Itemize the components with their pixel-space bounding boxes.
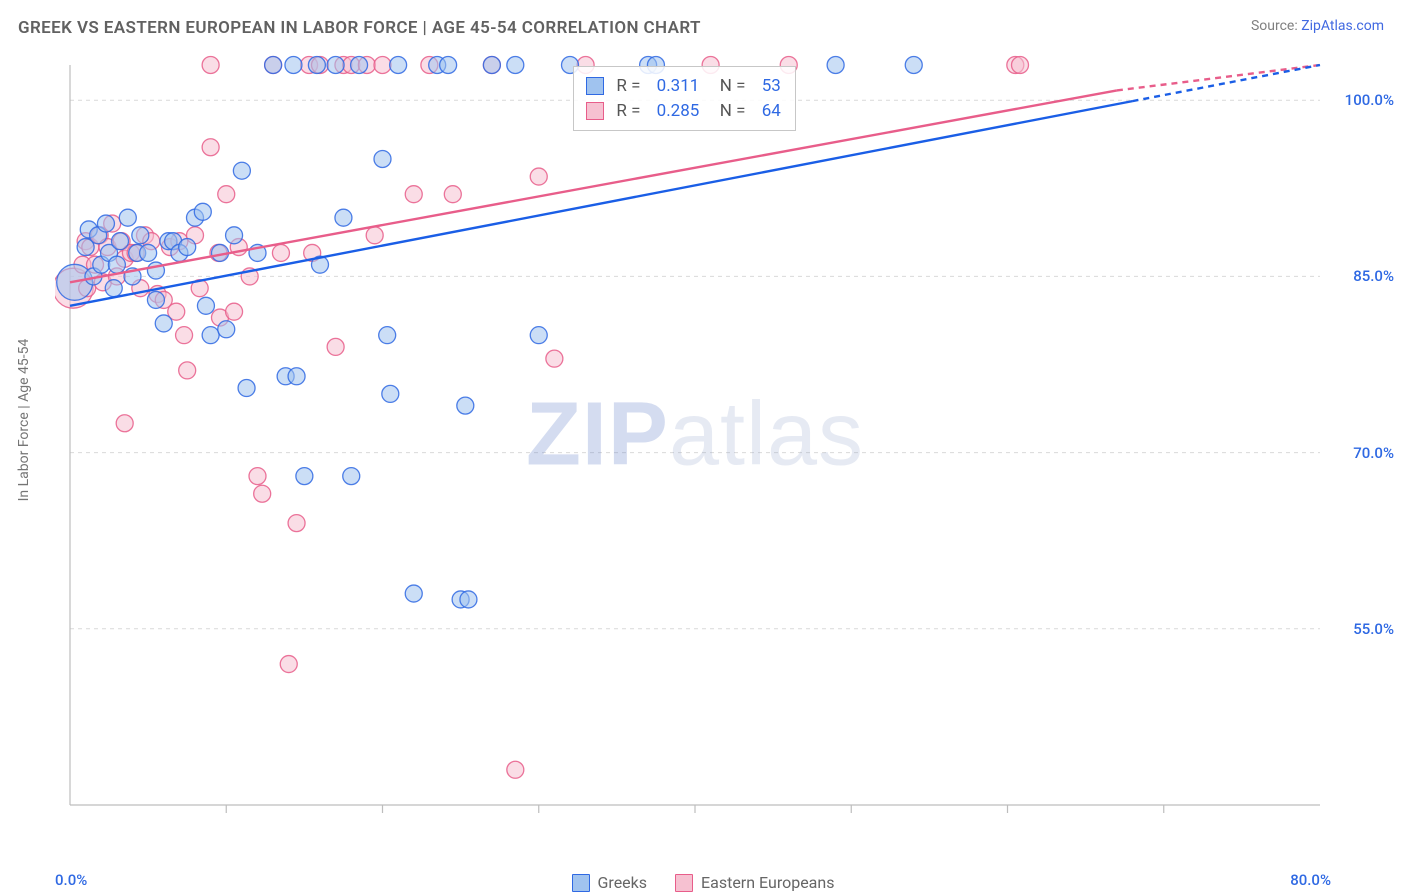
swatch-pink-icon (675, 874, 693, 892)
n-value-pink: 64 (762, 99, 781, 124)
chart-svg (55, 55, 1335, 815)
source-link[interactable]: ZipAtlas.com (1301, 18, 1384, 34)
chart-area: R = 0.311 N = 53 R = 0.285 N = 64 ZIPatl… (55, 55, 1335, 815)
r-value-pink: 0.285 (657, 99, 700, 124)
y-tick-label: 70.0% (1353, 444, 1394, 462)
legend-label-greeks: Greeks (598, 873, 648, 892)
r-value-blue: 0.311 (657, 74, 700, 99)
stats-row-blue: R = 0.311 N = 53 (586, 74, 780, 99)
swatch-blue-icon (572, 874, 590, 892)
legend-label-eastern: Eastern Europeans (701, 873, 834, 892)
swatch-pink-icon (586, 102, 604, 120)
bottom-legend: Greeks Eastern Europeans (0, 873, 1406, 892)
y-tick-label: 55.0% (1353, 620, 1394, 638)
chart-title: GREEK VS EASTERN EUROPEAN IN LABOR FORCE… (18, 18, 701, 38)
r-label: R = (616, 99, 640, 124)
r-label: R = (616, 74, 640, 99)
swatch-blue-icon (586, 77, 604, 95)
y-axis-label: In Labor Force | Age 45-54 (16, 339, 32, 502)
y-tick-label: 85.0% (1353, 267, 1394, 285)
n-value-blue: 53 (762, 74, 781, 99)
n-label: N = (720, 99, 746, 124)
legend-item-greeks: Greeks (572, 873, 648, 892)
y-tick-label: 100.0% (1345, 91, 1394, 109)
legend-item-eastern: Eastern Europeans (675, 873, 834, 892)
source-prefix: Source: (1251, 18, 1301, 34)
stats-legend-box: R = 0.311 N = 53 R = 0.285 N = 64 (573, 66, 795, 131)
n-label: N = (720, 74, 746, 99)
source-label: Source: ZipAtlas.com (1251, 18, 1384, 34)
stats-row-pink: R = 0.285 N = 64 (586, 99, 780, 124)
